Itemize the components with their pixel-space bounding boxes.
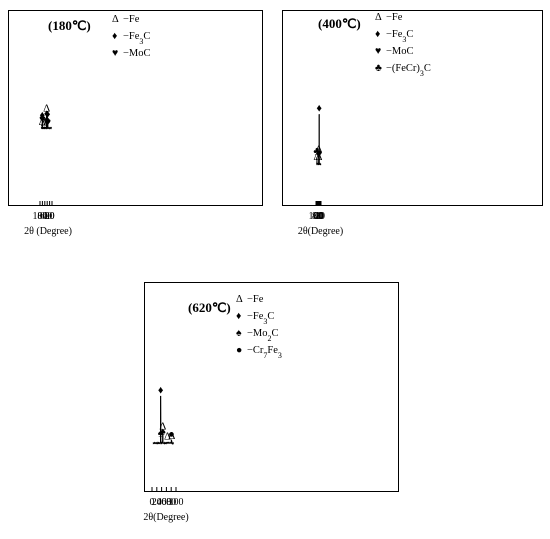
x-tick-label: 60 xyxy=(161,497,171,508)
peak-marker: ♥ xyxy=(316,148,323,160)
peak-marker: Δ xyxy=(168,430,175,442)
legend-label: −Fe3C xyxy=(386,29,413,44)
x-axis-label: 2θ(Degree) xyxy=(298,226,343,237)
x-tick-label: 40 xyxy=(42,211,52,222)
peak-marker: Δ xyxy=(164,431,171,443)
x-tick-label: 0 xyxy=(319,211,324,222)
legend-label: −Cr7Fe3 xyxy=(247,345,282,360)
peak-marker: ♠ xyxy=(160,426,166,438)
peak-marker: ♥ xyxy=(39,114,46,126)
x-axis-label: 2θ(Degree) xyxy=(143,512,188,523)
legend-label: −Fe xyxy=(247,294,264,305)
x-axis-label: 2θ (Degree) xyxy=(24,226,72,237)
peak-marker: ♦ xyxy=(45,108,51,120)
legend-label: −(FeCr)3C xyxy=(386,63,431,78)
legend-symbol: ♦ xyxy=(375,29,381,40)
xrd-panel-180: 0 20 40 60 80 100 2θ (Degree) (180℃) Δ −Fe ♦ −Fe3C ♥… xyxy=(0,0,270,262)
peak-marker: ♣ xyxy=(313,146,320,158)
x-tick-label: 0 xyxy=(50,211,55,222)
peak-marker: ♦ xyxy=(44,108,50,120)
chart-title: (620℃) xyxy=(188,300,231,315)
legend-label: −Fe xyxy=(386,12,403,23)
peak-marker: ♥ xyxy=(44,116,51,128)
xrd-panel-400: 0 20 40 60 80 100 2θ(Degree) (400℃) Δ −Fe ♦ −Fe3C ♥ −… xyxy=(276,0,550,262)
x-tick-label: 20 xyxy=(45,211,55,222)
legend-symbol: Δ xyxy=(375,12,382,23)
x-tick-label: 60 xyxy=(40,211,50,222)
peak-marker: Δ xyxy=(39,116,46,128)
peak-marker: Δ xyxy=(315,144,322,156)
legend-label: −Fe xyxy=(123,14,140,25)
peak-marker: ♦ xyxy=(316,103,322,115)
x-tick-label: 80 xyxy=(37,211,47,222)
x-tick-label: 100 xyxy=(169,497,184,508)
legend-symbol: Δ xyxy=(236,294,243,305)
legend-symbol: ♣ xyxy=(375,63,382,74)
x-tick-label: 80 xyxy=(166,497,176,508)
legend-symbol: ♦ xyxy=(112,31,118,42)
x-tick-label: 20 xyxy=(152,497,162,508)
legend-label: −Mo2C xyxy=(247,328,279,343)
x-tick-label: 40 xyxy=(314,211,324,222)
chart-title: (400℃) xyxy=(318,16,361,31)
legend-label: −MoC xyxy=(386,46,414,57)
legend-symbol: ♥ xyxy=(375,46,381,57)
peak-marker: ♠ xyxy=(158,427,164,439)
legend-symbol: Δ xyxy=(112,14,119,25)
peak-marker: ♦ xyxy=(158,385,164,397)
peak-marker: Δ xyxy=(43,103,50,115)
peak-marker: ♦ xyxy=(44,114,50,126)
x-tick-label: 100 xyxy=(309,211,324,222)
peak-marker: ♦ xyxy=(40,109,46,121)
legend-label: −Fe3C xyxy=(123,31,150,46)
peak-marker: Δ xyxy=(41,117,48,129)
legend-symbol: ● xyxy=(236,345,242,356)
peak-marker: ● xyxy=(168,428,175,440)
peak-marker: Δ xyxy=(159,420,166,432)
x-tick-label: 100 xyxy=(33,211,48,222)
x-tick-label: 0 xyxy=(150,497,155,508)
legend-symbol: ♦ xyxy=(236,311,242,322)
legend-symbol: ♥ xyxy=(112,48,118,59)
x-tick-label: 60 xyxy=(313,211,323,222)
peak-marker: Δ xyxy=(313,151,320,163)
chart-title: (180℃) xyxy=(48,18,91,33)
x-tick-label: 40 xyxy=(157,497,167,508)
peak-marker: Δ xyxy=(315,151,322,163)
legend-label: −MoC xyxy=(123,48,151,59)
xrd-panel-620: 0 20 40 60 80 100 2θ(Degree) (620℃) Δ −Fe ♦ −Fe3C ♠ −… xyxy=(136,282,412,534)
legend-label: −Fe3C xyxy=(247,311,274,326)
legend-symbol: ♠ xyxy=(236,328,242,339)
x-tick-label: 80 xyxy=(312,211,322,222)
x-tick-label: 20 xyxy=(315,211,325,222)
